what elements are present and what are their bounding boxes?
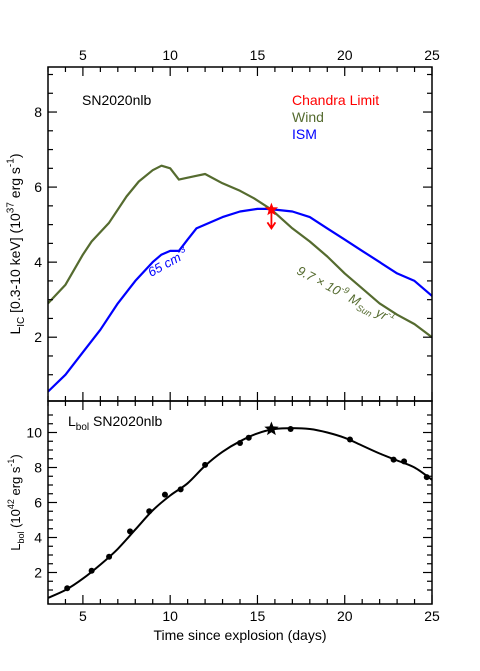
- bolometric-data-point: [106, 553, 113, 560]
- bolometric-data-point: [64, 585, 71, 592]
- top-y-tick-label: 8: [34, 104, 42, 120]
- bottom-x-tick-label: 15: [250, 608, 266, 624]
- bottom-y-label-text: Lbol (1042 erg s-1): [6, 454, 26, 551]
- bottom-x-tick-label: 20: [337, 608, 353, 624]
- bolometric-data-point: [88, 567, 95, 574]
- bottom-x-tick-label: 5: [79, 608, 87, 624]
- chandra-limit-star: [264, 202, 279, 216]
- top-x-tick-label: 15: [250, 47, 266, 63]
- bottom-panel-label-text: Lbol SN2020nlb: [68, 413, 163, 433]
- bottom-plot-frame: [47, 400, 433, 605]
- bolometric-data-point: [245, 434, 252, 441]
- bolometric-data-point: [202, 461, 209, 468]
- top-y-tick-label: 6: [34, 179, 42, 195]
- legend-entry: Chandra Limit: [292, 92, 379, 108]
- bottom-panel: 5 10 15 20 25 2 4 6 8 10 Lbol SN2020nlb Time sinc…: [6, 400, 440, 643]
- bolometric-data-point: [177, 486, 184, 493]
- top-x-tick-label: 25: [424, 47, 440, 63]
- curve-annotation-ism: 65 cm-3: [144, 244, 190, 280]
- legend-entry: Wind: [292, 109, 324, 125]
- top-y-axis-label: LIC [0.3-10 keV] (1037 erg s-1): [6, 153, 28, 334]
- bolometric-data-point: [237, 440, 243, 446]
- bolometric-data-point: [423, 474, 430, 481]
- bolometric-star-marker: [264, 421, 279, 436]
- top-y-tick-label: 2: [34, 329, 42, 345]
- bottom-y-tick-label: 8: [34, 460, 42, 476]
- top-series-group: [48, 164, 432, 393]
- top-y-tick-label: 4: [34, 254, 42, 270]
- bottom-y-tick-label: 2: [34, 565, 42, 581]
- curve-annotation-wind: 9.7 × 10-9 MSun yr-1: [293, 261, 398, 329]
- series-line-wind: [48, 164, 432, 339]
- bolometric-data-point: [401, 458, 408, 465]
- limit-arrow-head: [266, 221, 277, 230]
- top-axis-ticks: 5 10 15 20 25 2 4 6 8: [34, 47, 440, 401]
- top-x-tick-label: 10: [162, 47, 178, 63]
- bolometric-data-point: [161, 491, 168, 498]
- top-y-label-text: LIC [0.3-10 keV] (1037 erg s-1): [6, 153, 28, 334]
- bolometric-data-point: [287, 426, 294, 432]
- bolometric-data-point: [146, 508, 153, 515]
- bottom-x-tick-label: 10: [162, 608, 178, 624]
- x-axis-label: Time since explosion (days): [154, 627, 327, 643]
- top-panel-label: SN2020nlb: [82, 92, 151, 108]
- bolometric-data-point: [346, 436, 353, 443]
- bottom-panel-label: Lbol SN2020nlb: [68, 413, 163, 433]
- bolometric-curve: [48, 427, 432, 599]
- bottom-x-tick-label: 25: [424, 608, 440, 624]
- top-x-tick-label: 5: [79, 47, 87, 63]
- bottom-axis-ticks: 5 10 15 20 25 2 4 6 8 10: [26, 401, 440, 624]
- bolometric-data-point: [390, 456, 397, 463]
- legend-entry: ISM: [292, 126, 317, 142]
- bottom-series-group: [48, 426, 432, 599]
- top-panel: 5 10 15 20 25 2 4 6 8 SN2020nlb Chandra LimitWin…: [6, 47, 440, 402]
- top-x-tick-label: 20: [337, 47, 353, 63]
- bolometric-data-point: [127, 528, 134, 535]
- series-line-ism: [48, 207, 432, 393]
- bottom-y-tick-label: 10: [26, 425, 42, 441]
- bottom-y-tick-label: 6: [34, 495, 42, 511]
- bottom-y-axis-label: Lbol (1042 erg s-1): [6, 454, 26, 551]
- bottom-y-tick-label: 4: [34, 530, 42, 546]
- top-plot-frame: [47, 66, 433, 402]
